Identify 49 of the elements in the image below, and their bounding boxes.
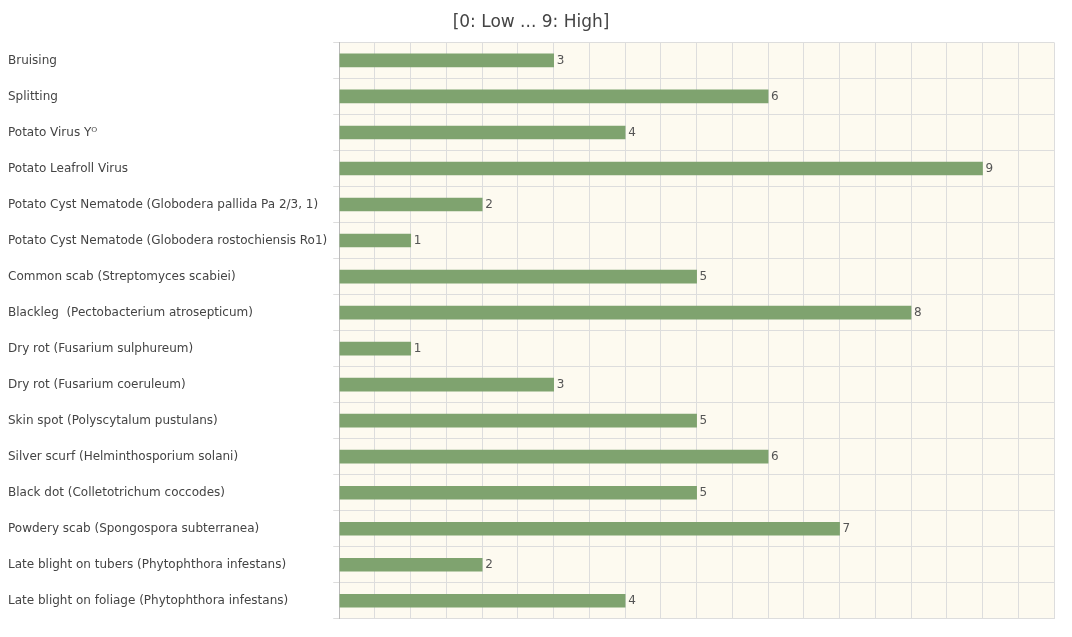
y-tick-label: Bruising xyxy=(8,52,57,67)
bar xyxy=(339,161,983,176)
data-label: 5 xyxy=(699,484,708,499)
bar xyxy=(339,269,697,284)
bar xyxy=(339,377,554,392)
data-label: 3 xyxy=(556,376,565,391)
y-tick-label: Late blight on foliage (Phytophthora infestans) xyxy=(8,592,289,607)
bar xyxy=(339,341,412,356)
bar xyxy=(339,305,912,320)
data-label: 9 xyxy=(985,160,994,175)
y-tick-label: Splitting xyxy=(8,88,58,103)
y-tick-label: Powdery scab (Spongospora subterranea) xyxy=(8,520,260,535)
bar xyxy=(339,449,769,464)
data-label: 1 xyxy=(413,340,422,355)
y-tick-label: Potato Virus Yᴼ xyxy=(8,124,98,139)
y-tick-label: Potato Cyst Nematode (Globodera rostochiensis Ro1) xyxy=(8,232,328,247)
data-label: 4 xyxy=(628,124,636,139)
bar xyxy=(339,485,697,500)
data-label: 5 xyxy=(699,268,708,283)
y-tick-label: Blackleg (Pectobacterium atrosepticum) xyxy=(8,304,253,319)
y-tick-label: Potato Cyst Nematode (Globodera pallida Pa 2/3, 1) xyxy=(8,196,319,211)
y-tick-label: Black dot (Colletotrichum coccodes) xyxy=(8,484,225,499)
bar xyxy=(339,413,697,428)
data-label: 6 xyxy=(771,448,779,463)
y-tick-label: Dry rot (Fusarium sulphureum) xyxy=(8,340,194,355)
y-tick-label: Skin spot (Polyscytalum pustulans) xyxy=(8,412,218,427)
chart-title: [0: Low ... 9: High] xyxy=(452,10,610,31)
data-label: 5 xyxy=(699,412,708,427)
data-label: 2 xyxy=(485,196,493,211)
y-tick-label: Common scab (Streptomyces scabiei) xyxy=(8,268,236,283)
data-label: 8 xyxy=(914,304,922,319)
data-label: 2 xyxy=(485,556,493,571)
data-label: 3 xyxy=(556,52,565,67)
bar xyxy=(339,521,840,536)
bar xyxy=(339,197,483,212)
y-tick-label: Silver scurf (Helminthosporium solani) xyxy=(8,448,239,463)
bar xyxy=(339,53,554,68)
data-label: 7 xyxy=(842,520,851,535)
y-tick-label: Potato Leafroll Virus xyxy=(8,160,129,175)
data-label: 4 xyxy=(628,592,636,607)
y-tick-label: Dry rot (Fusarium coeruleum) xyxy=(8,376,186,391)
bar xyxy=(339,557,483,572)
bar xyxy=(339,89,769,104)
data-label: 1 xyxy=(413,232,422,247)
data-label: 6 xyxy=(771,88,779,103)
bar xyxy=(339,125,626,140)
y-tick-label: Late blight on tubers (Phytophthora infestans) xyxy=(8,556,287,571)
bar xyxy=(339,593,626,608)
bar xyxy=(339,233,412,248)
